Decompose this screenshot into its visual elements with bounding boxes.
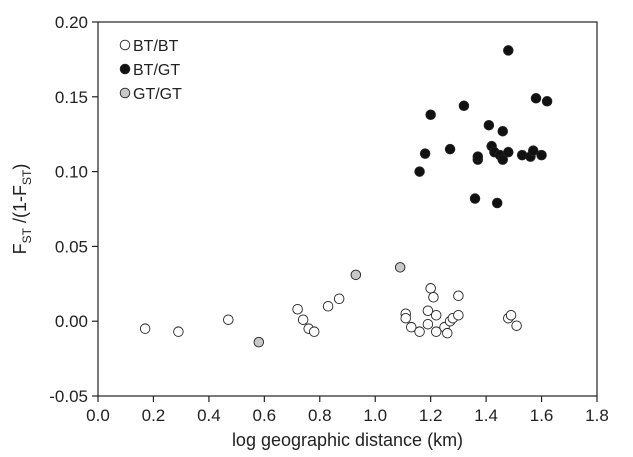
- data-point-bt-bt: [223, 314, 234, 325]
- data-point-bt-bt: [414, 326, 425, 337]
- data-point-bt-bt: [422, 305, 434, 316]
- y-label-mid: /(1-F: [10, 185, 30, 228]
- data-point-bt-gt: [497, 154, 508, 165]
- x-tick-label: 0.6: [253, 406, 277, 425]
- data-point-bt-bt: [406, 321, 417, 333]
- data-point-bt-bt: [422, 318, 434, 330]
- y-label-sub1: ST: [20, 227, 34, 243]
- y-tick-label: 0.10: [55, 163, 88, 182]
- data-point-bt-gt: [419, 148, 431, 159]
- data-point-bt-gt: [536, 149, 547, 161]
- y-axis-label: FST /(1-FST): [10, 164, 34, 255]
- data-point-bt-bt: [322, 300, 334, 312]
- data-point-bt-bt: [430, 326, 442, 337]
- data-point-bt-bt: [333, 293, 345, 305]
- data-point-bt-gt: [503, 146, 514, 158]
- data-point-bt-gt: [503, 45, 514, 56]
- x-tick-label: 1.6: [530, 406, 554, 425]
- data-point-bt-bt: [400, 312, 411, 324]
- data-point-bt-bt: [173, 326, 184, 337]
- legend-label: BT/GT: [133, 62, 180, 79]
- data-point-bt-bt: [430, 309, 442, 321]
- data-point-bt-gt: [425, 109, 436, 121]
- y-label-sub2: ST: [20, 169, 34, 185]
- data-point-bt-bt: [453, 290, 464, 302]
- data-point-bt-gt: [472, 151, 484, 162]
- data-point-bt-bt: [511, 320, 522, 331]
- x-tick-label: 1.4: [474, 406, 498, 425]
- y-tick-label: 0.20: [55, 13, 88, 32]
- y-tick-label: 0.15: [55, 88, 88, 107]
- y-label-end: ): [10, 164, 30, 170]
- data-point-bt-bt: [428, 292, 439, 303]
- data-point-bt-gt: [527, 145, 539, 156]
- data-point-bt-bt: [442, 327, 453, 339]
- data-point-gt-gt: [253, 336, 265, 348]
- data-point-bt-gt: [458, 100, 470, 112]
- y-tick-label: 0.00: [55, 312, 88, 331]
- x-tick-label: 0.0: [86, 406, 110, 425]
- data-point-bt-gt: [530, 93, 542, 104]
- legend-marker: [119, 87, 131, 99]
- plot-frame: [97, 21, 598, 397]
- data-point-bt-bt: [505, 309, 517, 321]
- data-point-bt-gt: [469, 193, 481, 204]
- y-axis-ticks: -0.05 0.00 0.05 0.10 0.15 0.20: [49, 13, 98, 406]
- x-tick-label: 1.2: [419, 406, 443, 425]
- legend-label: BT/BT: [133, 38, 179, 55]
- legend: BT/BT BT/GT GT/GT: [119, 38, 182, 103]
- x-tick-label: 1.0: [363, 406, 387, 425]
- x-axis-label: log geographic distance (km): [232, 430, 463, 450]
- data-point-bt-gt: [491, 197, 503, 209]
- y-tick-label: 0.05: [55, 237, 88, 256]
- data-point-bt-bt: [292, 303, 303, 315]
- x-tick-label: 1.8: [585, 406, 609, 425]
- plot-area: [97, 21, 598, 397]
- data-point-bt-gt: [541, 96, 553, 107]
- data-point-bt-gt: [483, 119, 495, 131]
- data-point-bt-bt: [308, 326, 320, 337]
- data-point-gt-gt: [394, 262, 406, 273]
- data-point-bt-bt: [453, 309, 464, 321]
- y-label-base: F: [10, 243, 30, 254]
- data-point-bt-gt: [497, 125, 508, 137]
- legend-label: GT/GT: [133, 86, 182, 103]
- data-point-bt-bt: [425, 283, 436, 294]
- data-point-gt-gt: [350, 269, 362, 281]
- data-point-bt-bt: [297, 314, 309, 325]
- legend-marker: [119, 39, 131, 51]
- data-point-bt-gt: [414, 166, 425, 177]
- data-point-bt-bt: [139, 323, 151, 334]
- legend-marker: [119, 63, 131, 75]
- y-tick-label: -0.05: [49, 387, 88, 406]
- data-points: [139, 45, 553, 348]
- x-tick-label: 0.4: [197, 406, 221, 425]
- x-axis-ticks: 0.0 0.2 0.4 0.6 0.8 1.0 1.2 1.4 1.6 1.8: [86, 396, 609, 425]
- data-point-bt-gt: [444, 143, 456, 155]
- x-tick-label: 0.2: [142, 406, 166, 425]
- x-tick-label: 0.8: [308, 406, 332, 425]
